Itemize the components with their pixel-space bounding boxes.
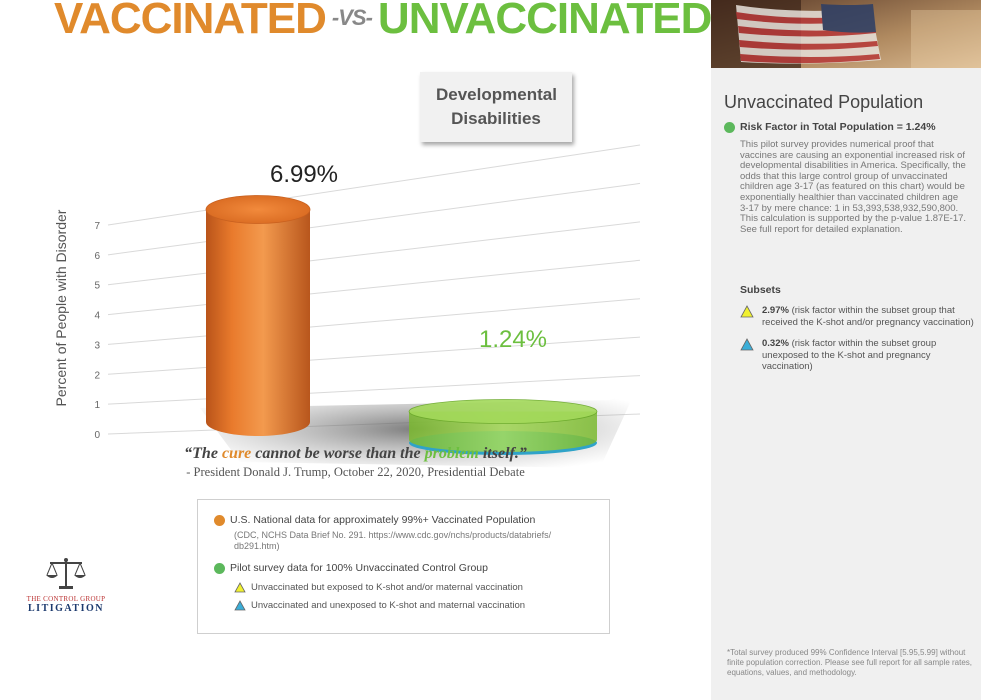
blue-triangle-icon [234, 600, 246, 611]
legend-vaccinated-label: U.S. National data for approximately 99%… [230, 514, 536, 526]
logo-line1: THE CONTROL GROUP [26, 595, 106, 603]
scales-icon [46, 558, 86, 589]
yellow-triangle-icon [234, 582, 246, 593]
legend-sub-exposed-label: Unvaccinated but exposed to K-shot and/o… [251, 582, 523, 593]
page-title: VACCINATED -VS- UNVACCINATED [54, 0, 712, 44]
bar-vaccinated-top [205, 195, 311, 224]
green-dot-icon [724, 121, 735, 133]
subset-unexposed: 0.32% (risk factor within the subset gro… [740, 338, 976, 373]
quote-problem: problem [424, 445, 479, 462]
chart-gridlines [107, 144, 641, 435]
flag-photo [711, 0, 981, 68]
sidebar-risk-factor: Risk Factor in Total Population = 1.24% [724, 121, 936, 133]
y-tick-label: 5 [94, 281, 100, 292]
legend-vaccinated-source: (CDC, NCHS Data Brief No. 291. https://w… [234, 530, 552, 551]
header: VACCINATED -VS- UNVACCINATED [0, 0, 712, 68]
bar-vaccinated [205, 195, 311, 436]
legend-item-unvaccinated: Pilot survey data for 100% Unvaccinated … [214, 562, 488, 574]
gridline [107, 259, 641, 316]
subset-exposed: 2.97% (risk factor within the subset gro… [740, 305, 976, 328]
subset-unexposed-value: 0.32% [762, 338, 789, 349]
title-vaccinated: VACCINATED [54, 0, 327, 43]
quote-attribution: - President Donald J. Trump, October 22,… [186, 465, 525, 479]
legend: U.S. National data for approximately 99%… [197, 499, 610, 634]
sidebar-footnote: *Total survey produced 99% Confidence In… [727, 648, 973, 677]
legend-item-vaccinated: U.S. National data for approximately 99%… [214, 514, 535, 526]
quote-open: “The [184, 445, 222, 462]
subset-exposed-text: (risk factor within the subset group tha… [762, 305, 974, 328]
legend-sub-exposed: Unvaccinated but exposed to K-shot and/o… [234, 582, 523, 593]
chart-title-box: Developmental Disabilities [420, 72, 572, 142]
risk-factor-label: Risk Factor in Total Population = 1.24% [740, 121, 936, 133]
subsets-heading: Subsets [740, 284, 781, 296]
green-dot-icon [214, 563, 225, 574]
legend-sub-unexposed: Unvaccinated and unexposed to K-shot and… [234, 600, 525, 611]
gridline [107, 144, 641, 226]
quote-end: itself.” [478, 445, 527, 462]
y-tick-label: 4 [94, 311, 100, 322]
subset-unexposed-text: (risk factor within the subset group une… [762, 338, 937, 372]
orange-dot-icon [214, 515, 225, 526]
quote-cure: cure [221, 445, 252, 462]
gridline [107, 298, 641, 345]
chart: 0 1 2 3 4 5 6 7 Percent of People with Disorder… [53, 144, 641, 468]
value-label-vaccinated: 6.99% [270, 161, 338, 188]
sidebar-body: This pilot survey provides numerical pro… [740, 139, 967, 235]
y-axis-label: Percent of People with Disorder [53, 209, 69, 406]
chart-y-ticks: 0 1 2 3 4 5 6 7 [94, 221, 100, 441]
quote-text: “The cure cannot be worse than the probl… [0, 445, 711, 463]
gridline [107, 182, 641, 256]
gridline [107, 375, 641, 405]
chart-title: Developmental Disabilities [436, 85, 557, 128]
sidebar: Unvaccinated Population Risk Factor in T… [711, 68, 981, 700]
y-tick-label: 3 [94, 340, 100, 351]
title-unvaccinated: UNVACCINATED [377, 0, 712, 43]
blue-triangle-icon [740, 338, 754, 351]
bar-unvaccinated-top [408, 399, 598, 424]
flag-photo-image [711, 0, 981, 68]
logo-line2: LITIGATION [28, 603, 104, 614]
y-tick-label: 1 [94, 400, 100, 411]
gridline [107, 221, 641, 286]
legend-sub-unexposed-label: Unvaccinated and unexposed to K-shot and… [251, 600, 526, 611]
y-tick-label: 7 [94, 221, 100, 232]
subset-exposed-value: 2.97% [762, 305, 789, 316]
y-tick-label: 2 [94, 370, 100, 381]
quote-mid: cannot be worse than the [251, 445, 425, 462]
bar-vaccinated-body [206, 209, 310, 436]
logo: THE CONTROL GROUP LITIGATION [26, 556, 106, 614]
title-vs: -VS- [331, 5, 373, 30]
legend-unvaccinated-label: Pilot survey data for 100% Unvaccinated … [230, 562, 488, 574]
gridline [107, 336, 641, 375]
quote-block: “The cure cannot be worse than the probl… [0, 445, 711, 480]
bar-unvaccinated [408, 399, 598, 455]
yellow-triangle-icon [740, 305, 754, 318]
value-label-unvaccinated: 1.24% [479, 326, 547, 353]
y-tick-label: 6 [94, 251, 100, 262]
y-tick-label: 0 [94, 430, 100, 441]
sidebar-title: Unvaccinated Population [724, 92, 924, 112]
